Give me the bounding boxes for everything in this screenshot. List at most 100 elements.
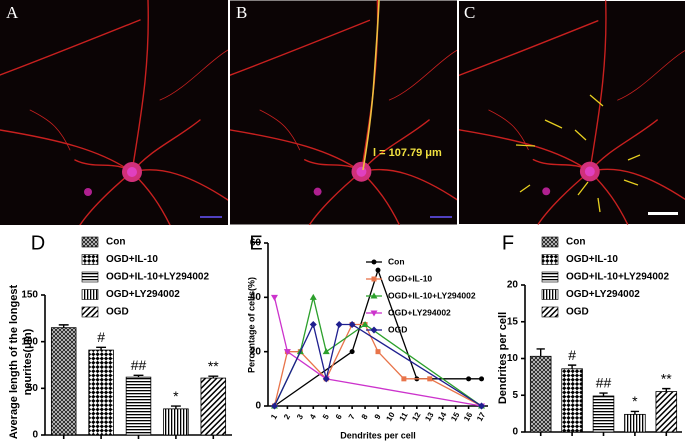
legend-marker [371,259,377,265]
y-axis-label: Average length of the longest [8,285,20,440]
bar [624,413,646,433]
legend-swatch [541,254,559,265]
panel-label: E [249,232,262,254]
x-axis-label: Dendrites per cell [340,430,416,440]
legend-label: OGD+IL-10+LY294002 [388,290,476,300]
legend-label: OGD [106,307,129,318]
arrows [515,94,641,213]
y-tick-label: 20 [250,346,262,357]
y-tick-label: 100 [21,336,38,347]
bar [200,377,227,436]
y-tick-label: 0 [512,427,518,438]
legend-label: OGD+IL-10+LY294002 [106,272,209,283]
x-tick-label: 5 [321,412,331,421]
data-point [466,376,472,382]
bar [592,395,615,433]
micrograph [0,0,228,225]
panel-label: F [502,232,514,254]
trace-line [362,0,380,171]
data-point [479,376,485,382]
data-point [375,267,381,273]
x-tick-label: 15 [449,410,462,423]
error-bar [208,375,219,379]
bar [655,391,678,433]
panel-label: C [464,3,475,22]
y-tick-label: 50 [27,383,39,394]
y-tick-label: 20 [507,280,519,291]
legend-label: OGD [388,324,407,334]
scale-bar [200,216,222,218]
significance-mark: ** [208,358,219,374]
x-tick-label: 4 [308,412,318,421]
error-bar [630,410,640,415]
legend-marker [371,276,377,282]
legend-label: Con [106,237,125,248]
legend-swatch [81,271,99,283]
significance-mark: * [173,388,179,404]
significance-mark: ## [596,375,612,391]
data-point [375,349,381,355]
y-axis-label: neurites(μm) [22,328,34,395]
panel-label: D [31,232,45,254]
significance-mark: ## [131,357,147,373]
y-tick-label: 5 [512,390,518,401]
data-point [309,321,317,328]
series-line [273,322,482,407]
y-tick-label: 40 [250,292,262,303]
x-tick-label: 3 [295,412,305,421]
error-bar [133,374,144,378]
legend-swatch [81,236,99,248]
x-tick-label: 9 [373,412,383,421]
data-point [309,293,317,300]
bar [125,376,152,436]
panel-label: B [236,3,247,22]
x-tick-label: 10 [384,410,397,423]
x-tick-label: 7 [347,412,357,421]
x-tick-label: 2 [282,412,292,421]
x-tick-label: 14 [436,410,449,423]
data-point [348,321,356,328]
length-annotation: l = 107.79 μm [373,147,442,159]
data-point [361,321,369,327]
y-axis-label: Dendrites per cell [497,312,509,404]
panel-label: A [6,3,19,22]
scale-bar [648,212,678,215]
y-tick-label: 0 [255,401,261,412]
y-tick-label: 10 [507,353,519,364]
bar [561,368,583,433]
y-axis-label: Percentage of cells(%) [246,277,256,373]
bar [163,408,189,436]
legend-label: OGD+LY294002 [106,289,180,300]
legend-label: Con [388,256,405,266]
x-tick-label: 11 [398,410,410,422]
data-point [283,349,291,356]
error-bar [599,392,608,396]
data-point [322,375,330,383]
bar [50,327,77,436]
y-tick-label: 0 [32,430,38,441]
error-bar [170,405,181,409]
error-bar [567,364,577,369]
data-point [478,402,486,410]
legend-swatch [541,306,559,318]
series-line [273,323,482,407]
data-point [270,294,278,301]
legend-label: OGD+IL-10 [566,254,618,265]
significance-mark: * [632,393,638,409]
error-bar [58,324,69,328]
legend-label: Con [566,237,585,248]
legend-swatch [541,236,559,248]
micrograph [459,0,685,225]
data-point [349,349,355,355]
series-line [273,297,482,407]
legend-swatch [541,271,559,283]
legend-label: OGD+LY294002 [388,307,451,317]
legend-label: OGD [566,307,589,318]
x-tick-label: 8 [360,412,370,421]
error-bar [662,387,671,392]
legend-label: OGD+IL-10 [388,273,432,283]
data-point [322,348,330,355]
data-point [401,376,407,382]
legend-marker [370,326,378,334]
